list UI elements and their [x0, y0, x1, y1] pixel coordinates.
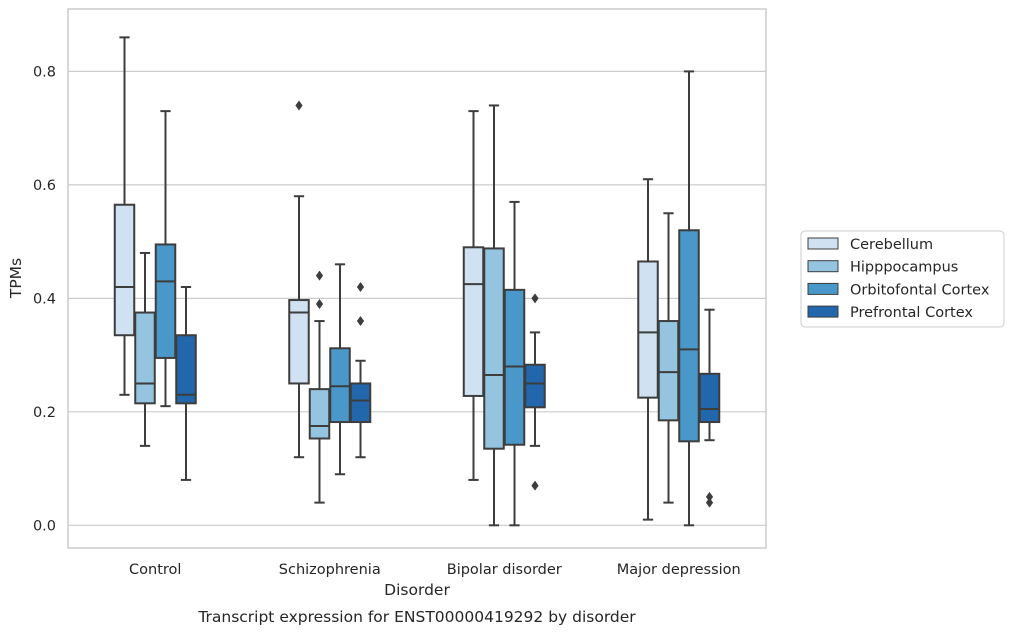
legend-swatch: [807, 282, 839, 295]
grid-lines: [68, 70, 766, 526]
y-tick-labels: 0.0 0.2 0.4 0.6 0.8: [33, 64, 56, 534]
y-tick-label: 0.0: [33, 518, 56, 534]
legend-frame: [800, 230, 1005, 328]
legend-label: Orbitofontal Cortex: [850, 282, 990, 298]
outlier-point: [531, 480, 539, 491]
legend-label: Prefrontal Cortex: [850, 305, 973, 321]
y-tick-label: 0.2: [33, 405, 56, 421]
iqr-box: [483, 247, 505, 450]
box-orbitofontal-cortex: [154, 110, 177, 408]
chart-caption: Transcript expression for ENST0000041929…: [197, 608, 636, 626]
iqr-box: [698, 372, 721, 424]
box-orbitofontal-cortex: [503, 200, 526, 527]
legend-item: Orbitofontal Cortex: [807, 282, 990, 298]
outlier-point: [705, 497, 714, 508]
box-orbitofontal-cortex: [678, 70, 700, 527]
box-orbitofontal-cortex: [329, 263, 351, 476]
y-tick-label: 0.4: [33, 291, 56, 307]
iqr-box: [308, 388, 331, 440]
legend-item: Prefrontal Cortex: [807, 305, 973, 321]
legend-items: Cerebellum Hipppocampus Orbitofontal Corte…: [807, 237, 990, 321]
plot-frame: [67, 8, 767, 549]
box-hipppocampus: [657, 212, 680, 504]
box-prefrontal-cortex: [524, 293, 546, 491]
iqr-box: [113, 203, 136, 337]
iqr-box: [657, 320, 680, 422]
legend: Cerebellum Hipppocampus Orbitofontal Corte…: [800, 230, 1005, 328]
iqr-box: [175, 334, 197, 405]
box-hipppocampus: [134, 251, 156, 447]
box-prefrontal-cortex: [175, 286, 197, 481]
legend-swatch: [807, 260, 839, 273]
x-axis-label: Disorder: [384, 581, 450, 599]
outlier-point: [295, 100, 303, 111]
x-tick-label: Bipolar disorder: [447, 562, 562, 578]
x-tick-label: Major depression: [617, 562, 741, 578]
box-cerebellum: [637, 178, 659, 521]
outlier-point: [315, 270, 324, 281]
legend-label: Cerebellum: [850, 237, 933, 253]
box-prefrontal-cortex: [349, 282, 372, 459]
legend-swatch: [807, 305, 839, 318]
outlier-point: [705, 491, 714, 502]
iqr-box: [349, 382, 372, 424]
legend-swatch: [807, 237, 839, 250]
iqr-box: [637, 260, 659, 399]
y-axis-label: TPMs: [7, 258, 25, 299]
box-hipppocampus: [483, 104, 505, 527]
legend-item: Hipppocampus: [807, 260, 958, 276]
box-series: [113, 36, 721, 527]
iqr-box: [154, 243, 177, 359]
x-tick-label: Schizophrenia: [279, 562, 381, 578]
y-tick-label: 0.6: [33, 178, 56, 194]
iqr-box: [462, 246, 485, 397]
box-cerebellum: [462, 110, 485, 481]
outlier-point: [531, 293, 539, 304]
box-cerebellum: [113, 36, 136, 396]
iqr-box: [678, 229, 700, 443]
iqr-box: [524, 363, 546, 409]
x-tick-label: Control: [129, 562, 181, 578]
outlier-point: [356, 316, 365, 327]
iqr-box: [134, 311, 156, 405]
outlier-point: [356, 282, 365, 293]
box-cerebellum: [288, 100, 310, 459]
iqr-box: [288, 299, 310, 385]
y-tick-label: 0.8: [33, 64, 56, 80]
legend-item: Cerebellum: [807, 237, 933, 253]
iqr-box: [329, 347, 351, 424]
outlier-point: [315, 299, 324, 310]
box-hipppocampus: [308, 270, 331, 504]
x-tick-labels: Control Schizophrenia Bipolar disorder Majo…: [129, 562, 741, 578]
box-prefrontal-cortex: [698, 308, 721, 508]
legend-label: Hipppocampus: [850, 260, 958, 276]
